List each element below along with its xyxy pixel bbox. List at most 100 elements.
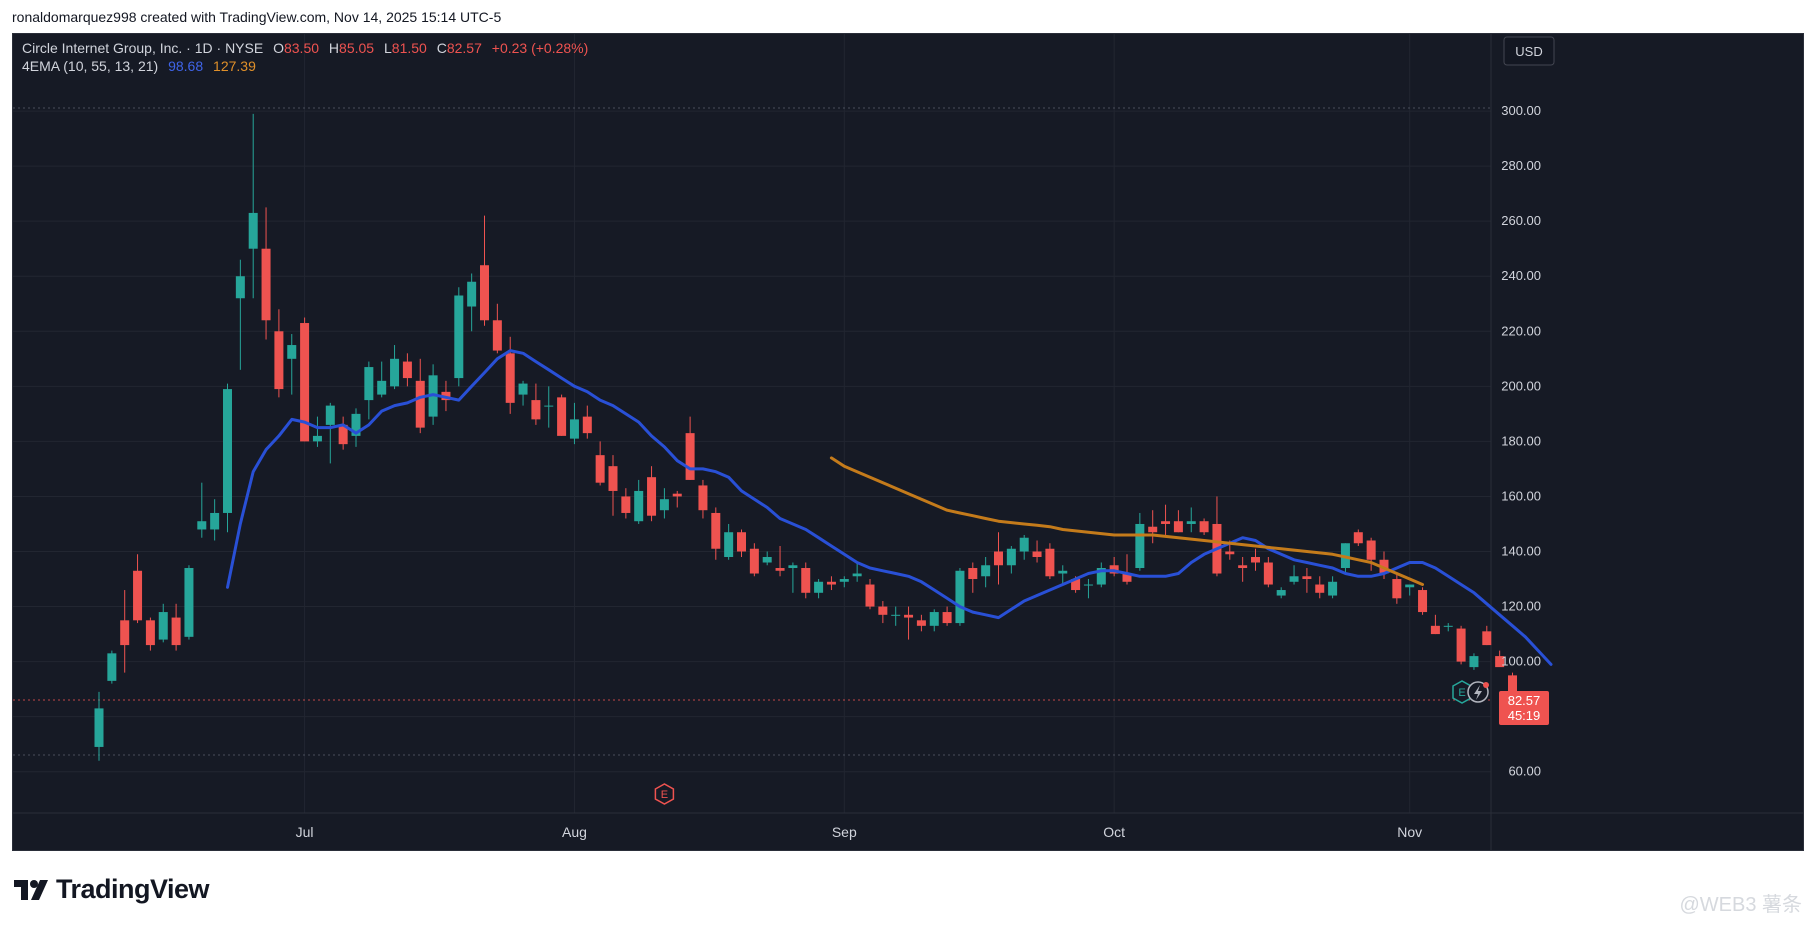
candle-body <box>338 424 348 445</box>
candle-body <box>634 490 644 522</box>
candle <box>1302 568 1312 593</box>
candle-body <box>1071 579 1081 591</box>
candle-body <box>94 708 104 747</box>
candle-body <box>981 565 991 577</box>
legend-high-value: 85.05 <box>339 40 374 56</box>
candle-body <box>402 361 412 379</box>
candle-body <box>904 614 914 618</box>
candle <box>1366 537 1376 571</box>
candle-body <box>1418 590 1428 613</box>
candle-body <box>608 466 618 491</box>
candle <box>608 455 618 516</box>
candle-body <box>595 455 605 483</box>
candle <box>1469 653 1479 670</box>
currency-button[interactable]: USD <box>1503 36 1555 66</box>
candle <box>659 488 669 519</box>
candle-body <box>1508 675 1517 695</box>
candle <box>274 309 284 398</box>
y-tick-label: 200.00 <box>1501 378 1541 393</box>
candle-body <box>1392 579 1402 599</box>
candle-body <box>891 614 901 616</box>
candle <box>994 532 1003 585</box>
candle <box>891 606 901 626</box>
candle <box>338 416 348 450</box>
candle-body <box>210 512 220 530</box>
tradingview-logo-icon <box>14 879 48 900</box>
candle <box>223 383 232 533</box>
legend-ema-slow-value: 127.39 <box>213 58 256 74</box>
ema-fast-line <box>226 349 1553 666</box>
candle <box>595 441 605 486</box>
candle <box>1019 534 1029 560</box>
candle <box>1276 587 1286 599</box>
candle <box>1096 562 1106 588</box>
legend-open-label: O <box>273 40 284 56</box>
chart-caption: ronaldomarquez998 created with TradingVi… <box>12 9 502 25</box>
candle-body <box>814 581 824 593</box>
candle-body <box>544 405 554 407</box>
candle-body <box>839 579 849 582</box>
tradingview-logo[interactable]: TradingView <box>14 874 210 905</box>
candle <box>582 405 592 439</box>
candle-body <box>1495 656 1505 668</box>
svg-text:4EMA (10, 55, 13, 21): 4EMA (10, 55, 13, 21) 98.68 127.39 <box>22 58 256 74</box>
candle-body <box>826 581 836 585</box>
y-tick-label: 160.00 <box>1501 488 1541 503</box>
candle-body <box>454 295 464 379</box>
candle <box>184 565 194 640</box>
candle-body <box>1482 631 1492 646</box>
candle <box>1173 510 1183 533</box>
candle <box>1482 625 1492 646</box>
candle <box>325 402 335 464</box>
candle-body <box>1173 521 1183 533</box>
candle <box>120 590 130 673</box>
candle <box>1353 529 1363 546</box>
candle <box>390 345 400 390</box>
candle <box>762 551 772 566</box>
y-tick-label: 260.00 <box>1501 213 1541 228</box>
candle <box>1430 614 1440 635</box>
candle-body <box>415 380 425 428</box>
legend-low-label: L <box>384 40 392 56</box>
candle-body <box>184 568 194 637</box>
candle <box>171 603 181 651</box>
candle-body <box>1096 568 1106 585</box>
last-price-badge: 82.57 45:19 <box>1499 691 1549 725</box>
candle-body <box>197 521 207 530</box>
candle <box>1083 579 1093 599</box>
candle-body <box>1032 551 1042 558</box>
candle-body <box>274 331 284 390</box>
candle <box>133 554 143 624</box>
candle <box>248 113 258 299</box>
axis-lines <box>13 34 1803 850</box>
candle-body <box>865 584 875 607</box>
candle <box>351 408 361 447</box>
candle <box>544 386 554 428</box>
candle <box>1045 543 1055 580</box>
candle-body <box>659 499 669 511</box>
legend-high-label: H <box>329 40 339 56</box>
y-tick-label: 100.00 <box>1501 654 1541 669</box>
candle <box>1199 518 1209 535</box>
candle <box>1392 573 1402 604</box>
price-chart[interactable]: 60.00 100.00 120.00 140.00 160.00 180.00 200.0… <box>13 34 1803 850</box>
legend-close-value: 82.57 <box>447 40 482 56</box>
candle-body <box>801 568 811 593</box>
candle-body <box>107 653 117 681</box>
lightning-icon[interactable] <box>1467 681 1489 703</box>
candle <box>145 617 155 651</box>
legend-close-label: C <box>437 40 447 56</box>
candle <box>261 207 271 340</box>
legend-ema-fast-value: 98.68 <box>168 58 203 74</box>
x-tick-label: Jul <box>296 824 314 840</box>
earnings-icon[interactable]: E <box>654 783 675 805</box>
svg-text:Circle Internet Group, Inc. ·: Circle Internet Group, Inc. · 1D · NYSE … <box>22 40 588 56</box>
brand-name: TradingView <box>56 874 210 904</box>
candle <box>531 383 541 425</box>
chart-frame[interactable]: 60.00 100.00 120.00 140.00 160.00 180.00 200.0… <box>12 33 1804 851</box>
candle-body <box>878 606 888 615</box>
candle-body <box>518 383 528 395</box>
candle-body <box>287 345 297 359</box>
candle-body <box>672 493 682 497</box>
candle-body <box>1251 557 1260 563</box>
